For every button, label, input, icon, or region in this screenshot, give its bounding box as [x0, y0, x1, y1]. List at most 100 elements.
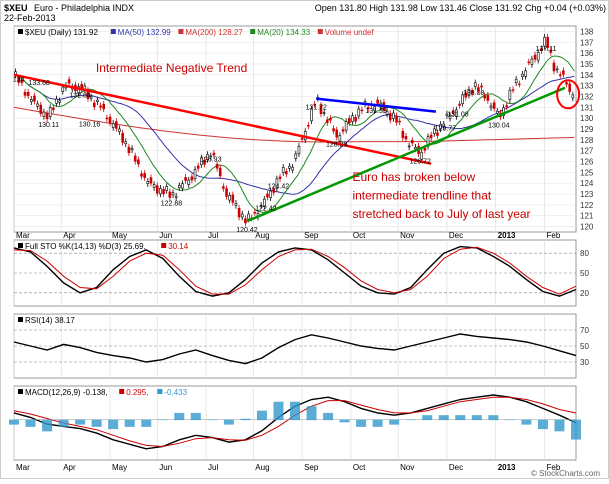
price-ytick-10: 130 [580, 114, 594, 123]
rsi-ytick-0: 30 [580, 358, 589, 367]
macd-legend-0: MACD(12,26,9) -0.138, [25, 388, 108, 397]
macd-hist-bar [158, 420, 168, 421]
price-ytick-17: 137 [580, 38, 594, 47]
xlabel-bottom-10: 2013 [498, 463, 516, 472]
candle-body [351, 116, 353, 122]
candle-body [37, 104, 39, 106]
candle-body [163, 189, 165, 193]
candle-body [490, 106, 492, 108]
xlabel-bottom-1: Apr [63, 463, 76, 472]
price-ytick-6: 126 [580, 158, 594, 167]
candle-body [181, 184, 183, 189]
candle-body [254, 212, 256, 213]
xlabel-bottom-3: Jun [159, 463, 172, 472]
price-ytick-14: 134 [580, 71, 594, 80]
price-label-15: 131.08 [447, 111, 469, 118]
candle-body [377, 100, 379, 103]
macd-hist-bar [290, 402, 300, 420]
price-legend-3: MA(20) 134.33 [257, 28, 310, 37]
candle-body [40, 105, 42, 113]
rsi-legend-swatch-0 [18, 317, 23, 322]
candle-body [62, 87, 64, 91]
price-legend-swatch-0 [18, 29, 23, 34]
candle-body [566, 83, 568, 85]
macd-hist-bar [92, 420, 102, 427]
candle-body [137, 160, 139, 164]
header-ohlc: Open 131.80 High 131.98 Low 131.46 Close… [315, 3, 606, 13]
candle-body [336, 130, 338, 137]
candle-body [396, 116, 398, 122]
xlabel-bottom-5: Aug [255, 463, 269, 472]
xlabel-bottom-2: May [112, 463, 127, 472]
annotation-1: Euro has broken below [352, 170, 475, 184]
price-ytick-16: 136 [580, 49, 594, 58]
macd-hist-bar [240, 419, 250, 420]
macd-hist-bar [42, 420, 52, 432]
rsi-ytick-1: 50 [580, 342, 589, 351]
candle-body [345, 122, 347, 131]
macd-hist-bar [75, 420, 85, 425]
xlabel-top-2: May [112, 231, 127, 240]
candle-body [46, 113, 48, 118]
macd-hist-bar [505, 420, 515, 421]
candle-body [559, 75, 561, 76]
candle-body [150, 178, 152, 184]
macd-hist-bar [273, 402, 283, 420]
xlabel-bottom-9: Dec [449, 463, 463, 472]
xlabel-top-8: Nov [400, 231, 414, 240]
candle-body [216, 164, 218, 168]
price-label-11: 128.29 [326, 142, 348, 149]
candle-body [144, 173, 146, 177]
price-ytick-13: 133 [580, 82, 594, 91]
macd-legend-2: -0.433 [164, 388, 187, 397]
candle-body [100, 106, 102, 107]
candle-body [169, 192, 171, 197]
candle-body [333, 129, 335, 131]
candle-body [109, 117, 111, 123]
candle-body [459, 104, 461, 105]
sto-legend-0: Full STO %K(14,13) %D(3) 25.69, [25, 242, 146, 251]
candle-body [159, 188, 161, 194]
macd-legend-swatch-0 [18, 389, 23, 394]
price-label-16: 133.08 [463, 90, 485, 97]
macd-hist-bar [472, 415, 482, 420]
candle-body [191, 177, 193, 180]
candle-body [358, 109, 360, 116]
candle-body [244, 219, 246, 223]
price-label-10: 131.72 [306, 105, 328, 112]
price-label-0: 134 [13, 77, 25, 84]
price-label-1: 133.68 [28, 80, 50, 87]
candle-body [518, 84, 520, 85]
macd-hist-bar [224, 420, 234, 425]
candle-body [572, 95, 574, 98]
price-label-18: 137.11 [536, 46, 557, 53]
candle-body [512, 90, 514, 91]
candle-body [424, 148, 426, 150]
price-legend-swatch-4 [318, 29, 323, 34]
candle-body [194, 170, 196, 179]
header-symbol: $XEU [4, 3, 28, 13]
candle-body [496, 111, 498, 113]
macd-hist-bar [191, 413, 201, 420]
macd-legend-swatch-2 [157, 389, 162, 394]
candle-body [24, 92, 26, 95]
annotation-0: Intermediate Negative Trend [96, 61, 247, 75]
header-name: Euro - Philadelphia INDX [34, 3, 134, 13]
candle-body [118, 129, 120, 132]
candle-body [525, 71, 527, 77]
candle-body [232, 195, 234, 203]
price-legend-0: $XEU (Daily) 131.92 [25, 28, 98, 37]
candle-body [172, 193, 174, 195]
candle-body [122, 133, 124, 142]
candle-body [411, 140, 413, 143]
candle-body [288, 166, 290, 168]
candle-body [531, 59, 533, 64]
price-label-8: 122.42 [255, 205, 277, 212]
macd-hist-bar [521, 420, 531, 425]
candle-body [185, 177, 187, 180]
macd-hist-bar [455, 415, 465, 420]
annotation-3: stretched back to July of last year [352, 207, 530, 221]
macd-hist-bar [422, 415, 432, 420]
price-legend-swatch-1 [111, 29, 116, 34]
price-ytick-1: 121 [580, 212, 594, 221]
